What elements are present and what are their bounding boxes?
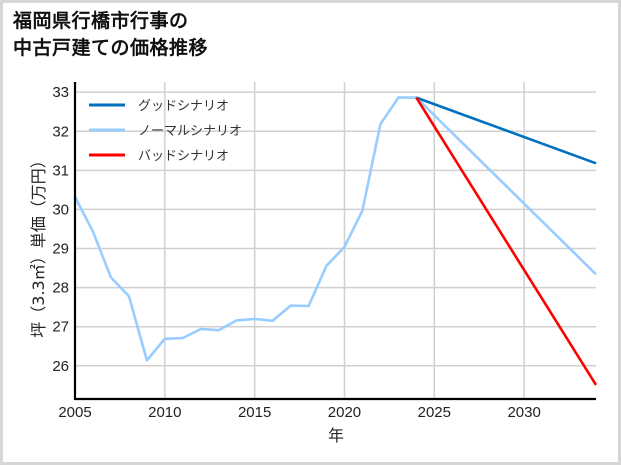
y-tick-label: 27 [52, 319, 69, 336]
x-tick-label: 2025 [418, 404, 451, 421]
tick-labels: 26 27 28 29 30 31 32 33 2005 2010 2015 2020 2025 2030 [52, 84, 541, 421]
x-tick-label: 2015 [238, 404, 271, 421]
grid-lines [75, 82, 596, 399]
series-lines [73, 96, 598, 386]
y-tick-label: 30 [52, 201, 69, 218]
x-tick-label: 2030 [507, 404, 540, 421]
x-tick-label: 2020 [328, 404, 361, 421]
y-axis-label: 坪（3.3㎡）単価（万円） [29, 152, 48, 337]
series-line [415, 96, 598, 386]
series-line [415, 96, 597, 165]
y-tick-label: 31 [52, 162, 69, 179]
x-axis-label: 年 [328, 426, 344, 445]
axes [73, 82, 596, 401]
legend-label: バッドシナリオ [138, 149, 229, 164]
chart-title: 福岡県行橋市行事の 中古戸建ての価格推移 [13, 8, 208, 62]
x-tick-label: 2010 [148, 404, 181, 421]
chart-title-line-1: 福岡県行橋市行事の [13, 10, 189, 32]
y-tick-label: 28 [52, 280, 69, 297]
y-tick-label: 29 [52, 241, 69, 258]
legend-label: グッドシナリオ [138, 99, 229, 114]
series-line [73, 96, 597, 362]
y-tick-label: 33 [52, 84, 69, 101]
y-tick-label: 26 [52, 358, 69, 375]
y-tick-label: 32 [52, 123, 69, 140]
x-tick-label: 2005 [58, 404, 91, 421]
legend-label: ノーマルシナリオ [138, 124, 242, 139]
chart-title-line-2: 中古戸建ての価格推移 [13, 37, 209, 59]
